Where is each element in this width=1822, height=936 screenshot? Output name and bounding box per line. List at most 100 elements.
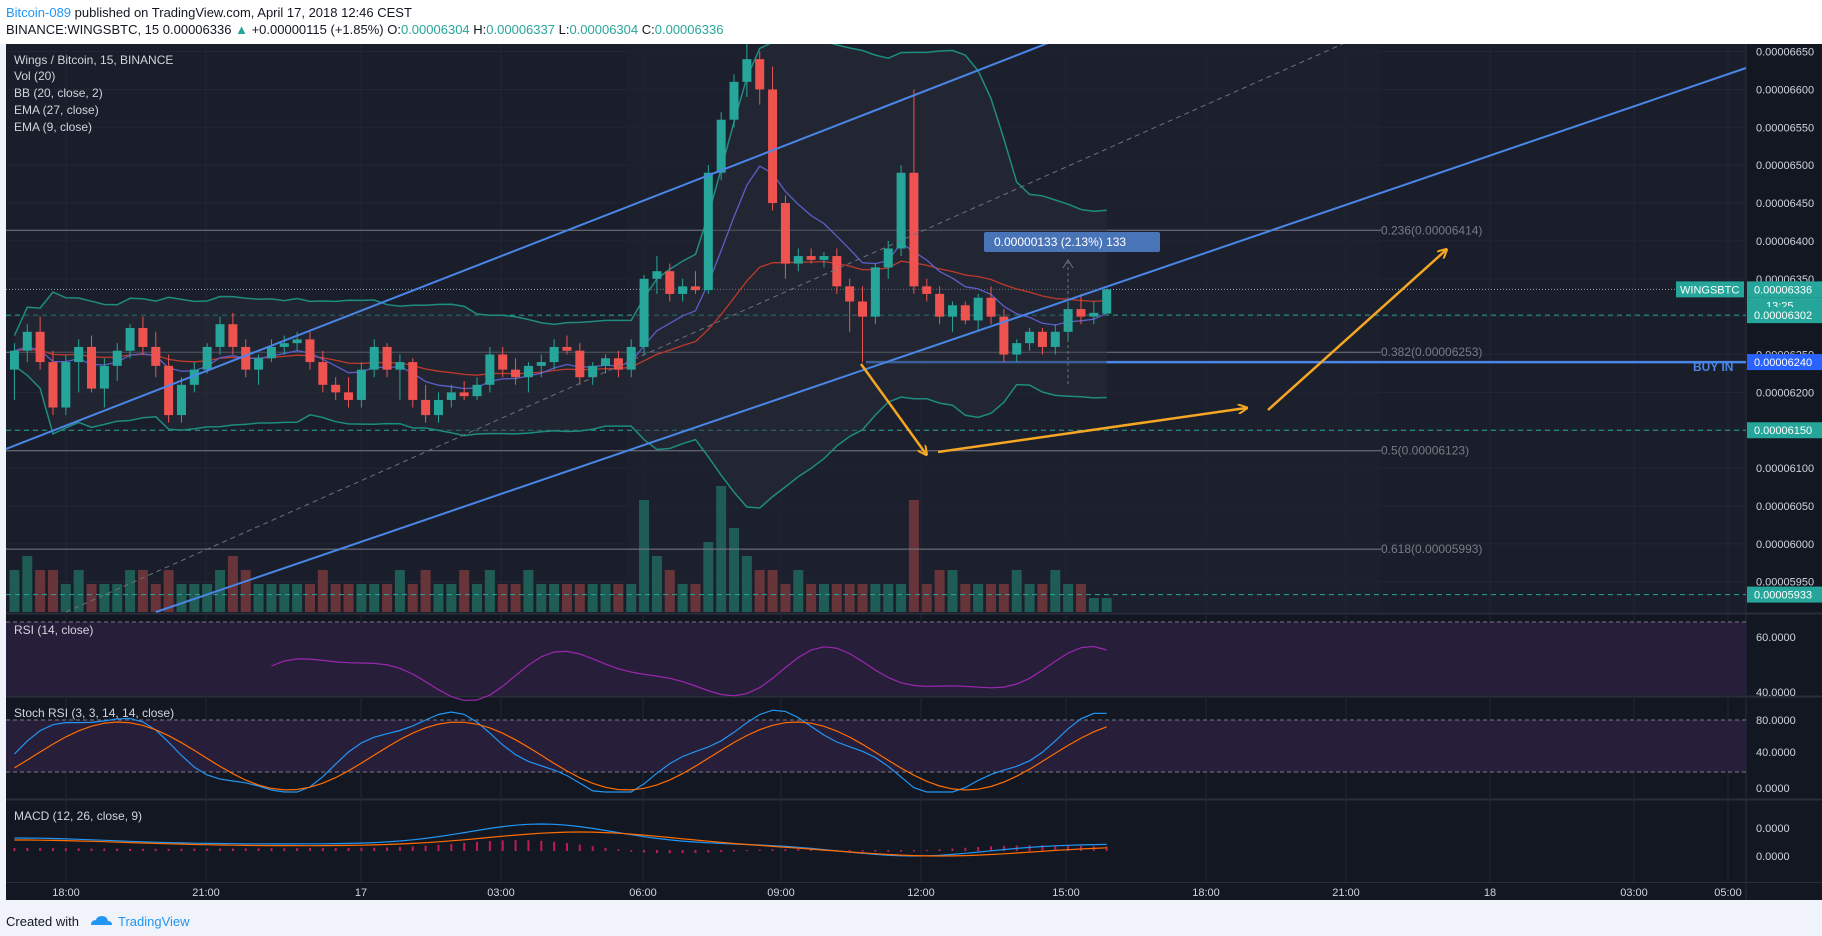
candle-body[interactable] xyxy=(819,256,829,260)
chart-area[interactable]: 0.236(0.00006414) 0.382(0.00006253) 0.5(0.… xyxy=(6,44,1822,900)
legend-indicator[interactable]: BB (20, close, 2) xyxy=(14,86,103,100)
pitchfork-median-line[interactable] xyxy=(65,44,1356,613)
candle-body[interactable] xyxy=(755,59,765,90)
candle-body[interactable] xyxy=(896,172,906,249)
candle-body[interactable] xyxy=(164,365,174,416)
candle-body[interactable] xyxy=(832,256,842,287)
candle-body[interactable] xyxy=(459,392,469,397)
candle-body[interactable] xyxy=(241,346,251,370)
price-axis-label-box[interactable] xyxy=(1747,586,1822,603)
candle-body[interactable] xyxy=(369,346,379,370)
candle-body[interactable] xyxy=(999,316,1009,355)
candle-body[interactable] xyxy=(266,346,276,359)
legend-indicator[interactable]: Vol (20) xyxy=(14,69,55,83)
candle-body[interactable] xyxy=(1076,309,1086,317)
price-axis-label-box[interactable] xyxy=(1747,307,1822,324)
candle-body[interactable] xyxy=(806,256,816,260)
price-axis-label-box[interactable] xyxy=(1747,281,1822,298)
candle-body[interactable] xyxy=(254,358,264,370)
price-axis[interactable] xyxy=(1746,44,1822,900)
candle-body[interactable] xyxy=(935,293,945,317)
arrow-down[interactable] xyxy=(859,363,926,454)
candle-body[interactable] xyxy=(344,392,354,400)
candle-body[interactable] xyxy=(151,346,161,366)
trendline-upper[interactable] xyxy=(6,44,1061,450)
candle-body[interactable] xyxy=(626,346,636,370)
candle-body[interactable] xyxy=(588,365,598,378)
candle-body[interactable] xyxy=(446,392,456,400)
candle-body[interactable] xyxy=(74,346,84,363)
candle-body[interactable] xyxy=(870,267,880,317)
candle-body[interactable] xyxy=(138,328,148,347)
candle-body[interactable] xyxy=(433,399,443,416)
candle-body[interactable] xyxy=(960,305,970,321)
candle-body[interactable] xyxy=(742,59,752,82)
candle-body[interactable] xyxy=(1102,289,1112,314)
candle-body[interactable] xyxy=(536,362,546,366)
candle-body[interactable] xyxy=(125,328,135,351)
price-axis-label-box[interactable] xyxy=(1747,354,1822,371)
tradingview-brand-link[interactable]: TradingView xyxy=(118,914,190,929)
candle-body[interactable] xyxy=(858,301,868,317)
candle-body[interactable] xyxy=(9,350,19,370)
author-link[interactable]: Bitcoin-089 xyxy=(6,5,72,20)
candle-body[interactable] xyxy=(729,81,739,120)
candle-body[interactable] xyxy=(382,346,392,370)
trendline-lower[interactable] xyxy=(155,67,1747,613)
candle-body[interactable] xyxy=(793,256,803,264)
candle-body[interactable] xyxy=(87,346,97,389)
candle-body[interactable] xyxy=(228,324,238,347)
candle-body[interactable] xyxy=(22,331,32,351)
macd-pane[interactable] xyxy=(6,801,1746,881)
candle-body[interactable] xyxy=(652,271,662,279)
candle-body[interactable] xyxy=(279,343,289,347)
measure-badge[interactable] xyxy=(984,232,1160,252)
candle-body[interactable] xyxy=(973,297,983,321)
chart-canvas[interactable]: 0.236(0.00006414) 0.382(0.00006253) 0.5(0.… xyxy=(6,44,1822,900)
candle-body[interactable] xyxy=(909,172,919,287)
candle-body[interactable] xyxy=(716,119,726,173)
candle-body[interactable] xyxy=(61,362,71,408)
candle-body[interactable] xyxy=(48,362,58,408)
candle-body[interactable] xyxy=(99,365,109,389)
candle-body[interactable] xyxy=(678,286,688,294)
candle-body[interactable] xyxy=(485,354,495,385)
candle-body[interactable] xyxy=(922,286,932,294)
arrow-sideways[interactable] xyxy=(937,408,1246,454)
candle-body[interactable] xyxy=(562,346,572,351)
candle-body[interactable] xyxy=(601,358,611,366)
arrow-up[interactable] xyxy=(1267,250,1446,411)
candle-body[interactable] xyxy=(1025,331,1035,344)
candle-body[interactable] xyxy=(613,358,623,370)
candle-body[interactable] xyxy=(1089,312,1099,317)
candle-body[interactable] xyxy=(305,339,315,363)
candle-body[interactable] xyxy=(395,362,405,370)
candle-body[interactable] xyxy=(986,297,996,317)
candle-body[interactable] xyxy=(947,305,957,317)
candle-body[interactable] xyxy=(408,362,418,400)
candle-body[interactable] xyxy=(575,350,585,378)
legend-indicator[interactable]: EMA (27, close) xyxy=(14,103,99,117)
candle-body[interactable] xyxy=(690,286,700,291)
candle-body[interactable] xyxy=(189,369,199,385)
candle-body[interactable] xyxy=(768,89,778,204)
candle-body[interactable] xyxy=(703,172,713,291)
candle-body[interactable] xyxy=(421,399,431,416)
candle-body[interactable] xyxy=(883,248,893,268)
candle-body[interactable] xyxy=(1012,343,1022,355)
candle-body[interactable] xyxy=(356,369,366,400)
legend-indicator[interactable]: EMA (9, close) xyxy=(14,120,92,134)
candle-body[interactable] xyxy=(1063,309,1073,332)
candle-body[interactable] xyxy=(498,354,508,370)
candle-body[interactable] xyxy=(549,346,559,363)
price-axis-label-box[interactable] xyxy=(1747,422,1822,439)
candle-body[interactable] xyxy=(511,369,521,378)
rsi-label[interactable]: RSI (14, close) xyxy=(14,623,93,637)
candle-body[interactable] xyxy=(331,384,341,393)
stoch-label[interactable]: Stoch RSI (3, 3, 14, 14, close) xyxy=(14,706,174,720)
candle-body[interactable] xyxy=(665,271,675,294)
candle-body[interactable] xyxy=(202,346,212,370)
macd-label[interactable]: MACD (12, 26, close, 9) xyxy=(14,809,142,823)
candle-body[interactable] xyxy=(112,350,122,366)
candle-body[interactable] xyxy=(780,203,790,264)
